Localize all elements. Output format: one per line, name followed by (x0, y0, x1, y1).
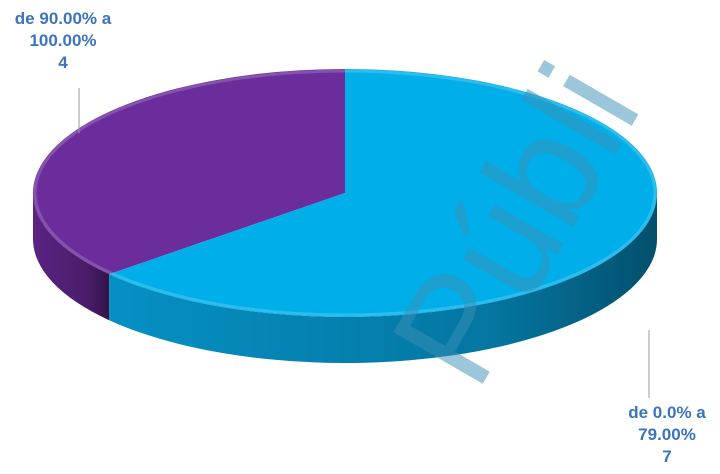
pie-slice (109, 69, 658, 317)
slice-label-line: 100.00% (29, 31, 97, 50)
slice-label-line: 79.00% (638, 425, 696, 444)
pie-slice (33, 69, 345, 275)
slice-value-label: 4 (58, 53, 68, 72)
pie-slice-side-shade (109, 193, 658, 363)
slice-label-line: de 0.0% a (628, 403, 706, 422)
slice-label-purple: de 90.00% a 100.00% 4 (4, 8, 122, 74)
slice-label-line: de 90.00% a (14, 9, 112, 28)
pie-slice-side-shade (33, 193, 110, 321)
slice-value-label: 7 (662, 447, 672, 466)
slice-label-blue: de 0.0% a 79.00% 7 (614, 402, 720, 468)
pie-rim-highlight (33, 69, 657, 317)
